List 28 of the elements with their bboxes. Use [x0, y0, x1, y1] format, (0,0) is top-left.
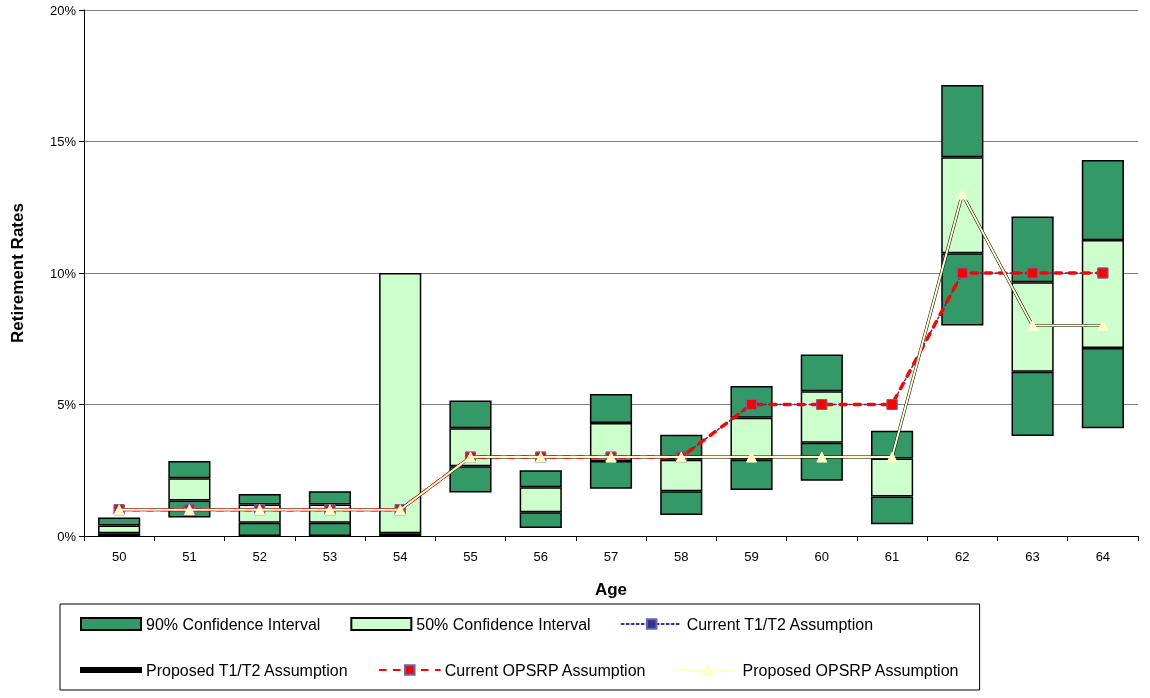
x-tick-label: 64	[1095, 549, 1111, 564]
y-tick-label: 5%	[57, 397, 77, 412]
x-tick-label: 63	[1025, 549, 1040, 564]
y-axis-title: Retirement Rates	[8, 203, 27, 343]
x-tick-label: 51	[182, 549, 197, 564]
y-tick-label: 15%	[49, 134, 77, 149]
x-tick-label: 62	[955, 549, 970, 564]
x-tick-label: 50	[111, 549, 127, 564]
x-tick-label: 58	[674, 549, 689, 564]
x-tick-label: 52	[252, 549, 267, 564]
x-tick-label: 54	[392, 549, 408, 564]
x-tick-label: 53	[322, 549, 338, 564]
legend-label: 50% Confidence Interval	[416, 615, 591, 633]
legend-label: Proposed T1/T2 Assumption	[146, 661, 348, 679]
x-tick-label: 60	[814, 549, 830, 564]
x-tick-label: 59	[744, 549, 759, 564]
legend-label: 90% Confidence Interval	[146, 615, 321, 633]
y-tick-label: 10%	[49, 265, 77, 281]
x-tick-label: 57	[603, 549, 619, 564]
x-tick-label: 61	[884, 549, 900, 564]
x-tick-label: 55	[463, 549, 478, 564]
x-axis-title: Age	[594, 580, 628, 599]
x-tick-label: 56	[533, 549, 548, 564]
legend-label: Current OPSRP Assumption	[444, 661, 646, 679]
legend-label: Proposed OPSRP Assumption	[742, 661, 959, 679]
y-tick-label: 0%	[57, 528, 77, 544]
legend-label: Current T1/T2 Assumption	[686, 615, 874, 633]
y-tick-label: 20%	[49, 2, 77, 18]
